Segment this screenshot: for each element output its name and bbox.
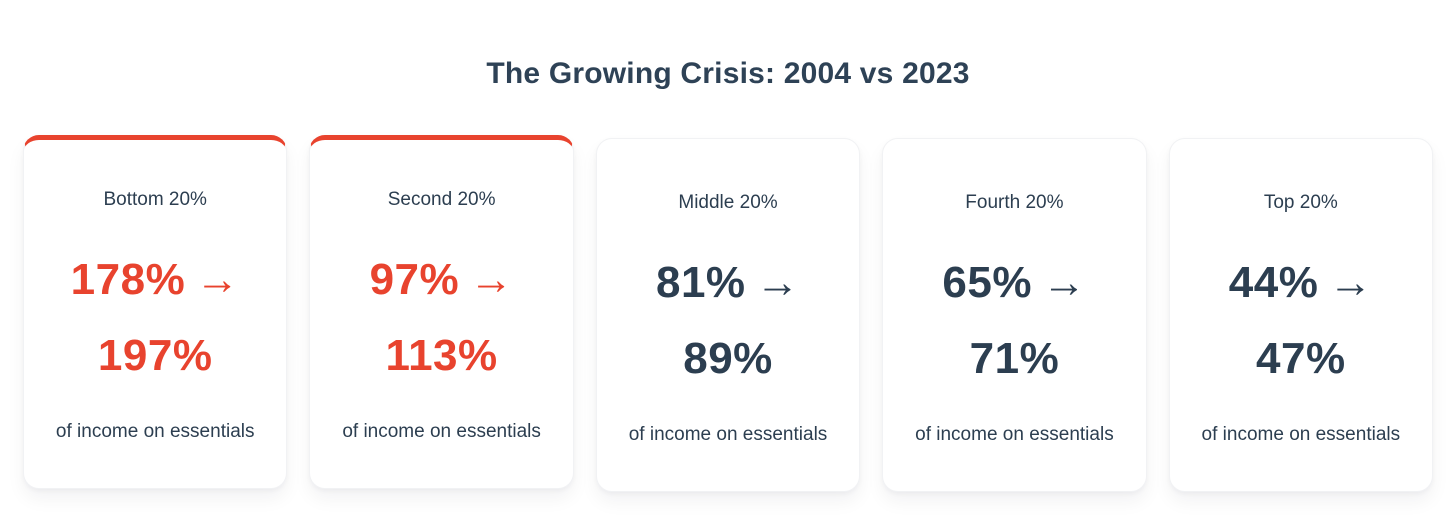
card-caption: of income on essentials [1201,424,1401,445]
value-line-2004: 65% → [895,245,1133,321]
card-caption: of income on essentials [915,424,1114,445]
value-2023: 197% [97,331,213,380]
quintile-label: Middle 20% [678,192,778,213]
arrow-icon: → [755,258,801,307]
value-2004: 81% [655,258,746,307]
quintile-label: Fourth 20% [965,192,1064,213]
value-2004: 178% [70,255,186,304]
value-2004: 44% [1228,258,1319,307]
page-title: The Growing Crisis: 2004 vs 2023 [486,57,970,90]
value-line-2004: 44% → [1182,245,1420,321]
value-pair: 97% → 113% [322,242,560,394]
stat-card-top-20: Top 20% 44% → 47% of income on essentials [1168,138,1434,492]
card-caption: of income on essentials [342,421,541,442]
arrow-icon: → [195,255,240,304]
value-pair: 178% → 197% [36,242,274,394]
value-2023: 71% [969,334,1060,383]
stat-card-second-20: Second 20% 97% → 113% of income on essent… [309,135,574,489]
card-caption: of income on essentials [628,424,828,445]
arrow-icon: → [469,255,514,304]
arrow-icon: → [1041,258,1087,307]
value-2023: 47% [1256,334,1346,383]
stat-card-fourth-20: Fourth 20% 65% → 71% of income on essenti… [882,138,1147,492]
value-line-2004: 178% → [36,242,274,318]
stat-cards-row: Bottom 20% 178% → 197% of income on essen… [0,135,1456,492]
value-line-2004: 81% → [609,245,847,321]
value-pair: 65% → 71% [895,245,1133,397]
quintile-label: Bottom 20% [103,189,207,210]
value-pair: 81% → 89% [609,245,847,397]
value-line-2004: 97% → [322,242,560,318]
value-2004: 65% [942,258,1032,307]
quintile-label: Second 20% [387,189,496,210]
quintile-label: Top 20% [1263,192,1338,213]
stat-card-bottom-20: Bottom 20% 178% → 197% of income on essen… [23,135,288,489]
value-2004: 97% [369,255,460,304]
value-2023: 113% [385,331,498,380]
card-caption: of income on essentials [55,421,255,442]
stat-card-middle-20: Middle 20% 81% → 89% of income on essenti… [595,138,861,492]
value-2023: 89% [683,334,773,383]
arrow-icon: → [1328,258,1373,307]
value-pair: 44% → 47% [1182,245,1420,397]
